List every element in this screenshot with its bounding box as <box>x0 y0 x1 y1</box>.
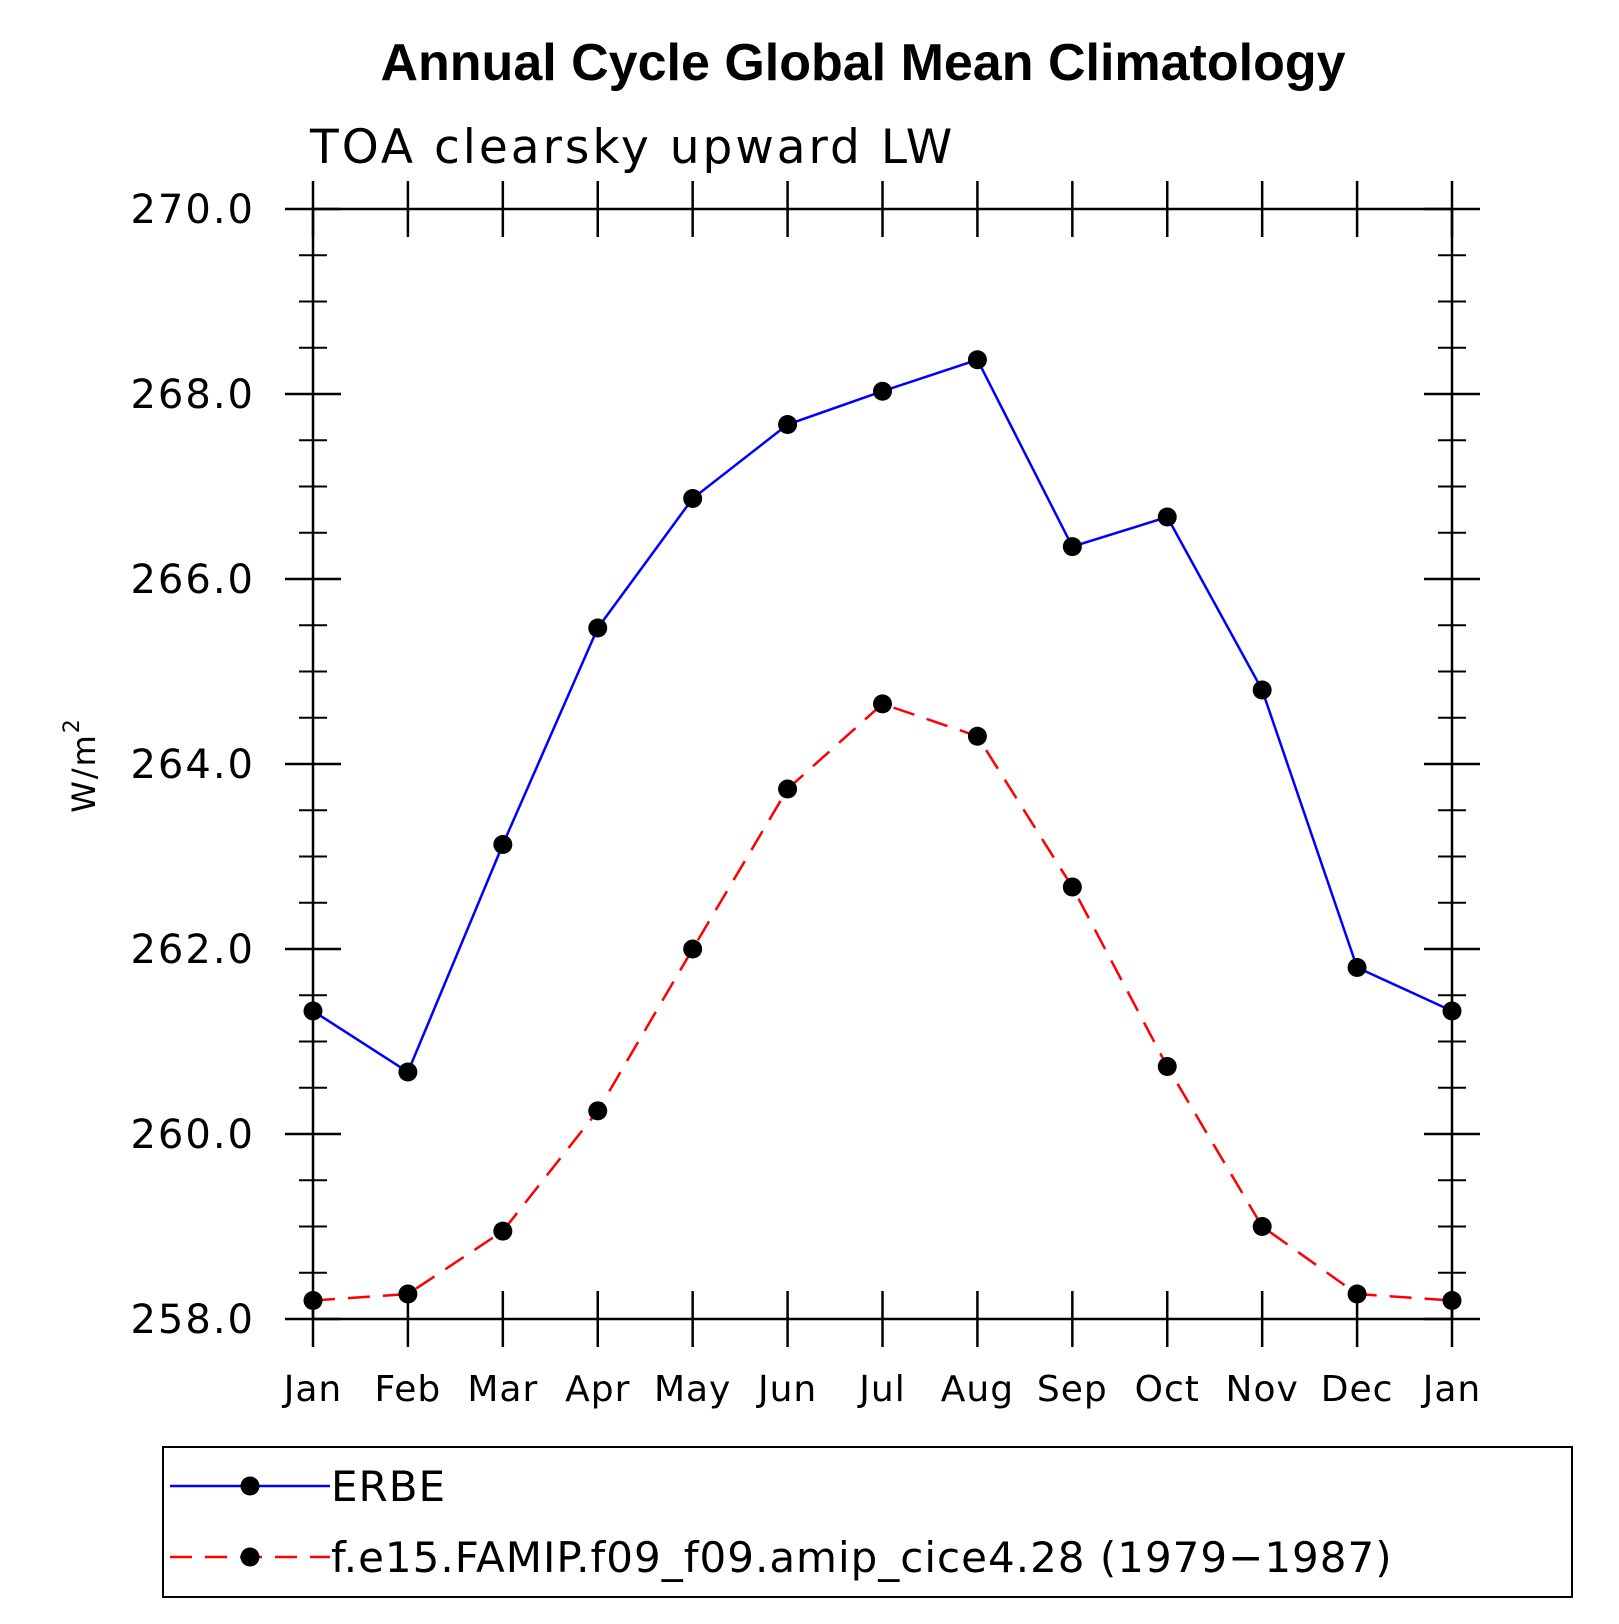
x-tick-label: Mar <box>467 1369 538 1410</box>
series-line-1 <box>312 358 1453 1074</box>
y-tick-label: 268.0 <box>130 372 255 418</box>
y-tick-label: 266.0 <box>130 557 255 603</box>
y-tick-label: 270.0 <box>130 187 255 233</box>
x-tick-label: Jan <box>1421 1369 1482 1410</box>
legend-label-1: ERBE <box>331 1462 446 1511</box>
y-tick-label: 260.0 <box>130 1112 255 1158</box>
axes: 258.0 260.0 262.0 264.0 266.0 268.0 270.0 Jan Fe… <box>130 181 1482 1410</box>
series-1-point <box>588 618 608 638</box>
legend: ERBE f.e15.FAMIP.f09_f09.amip_cice4.28 (1… <box>162 1446 1573 1598</box>
y-tick-label: 258.0 <box>130 1297 255 1343</box>
series-1-point <box>683 489 703 509</box>
series-2-point <box>303 1291 323 1310</box>
series-1-point <box>967 350 987 370</box>
y-axis-label-text: W/m <box>65 733 103 813</box>
series-2-point <box>1347 1284 1367 1304</box>
series-1-point <box>398 1062 418 1082</box>
chart-title: Annual Cycle Global Mean Climatology <box>380 34 1345 92</box>
series-1-point <box>873 381 892 401</box>
y-axis-label-superscript: 2 <box>60 717 85 733</box>
series-2-point <box>1062 877 1082 897</box>
y-tick-label: 262.0 <box>130 927 255 973</box>
x-tick-label: Feb <box>375 1369 442 1410</box>
x-tick-label: Dec <box>1321 1369 1394 1410</box>
series-2-point <box>1252 1217 1272 1236</box>
series-2-point <box>1157 1056 1177 1076</box>
legend-marker-2 <box>240 1547 260 1567</box>
series-1-point <box>1347 958 1367 977</box>
series-2-point <box>588 1101 608 1121</box>
svg-text:W/m2: W/m2 <box>60 717 103 813</box>
series-1-point <box>1157 507 1177 527</box>
plot-frame <box>311 207 1454 1321</box>
y-tick-label: 264.0 <box>130 742 255 788</box>
series-2-point <box>398 1284 418 1304</box>
x-tick-label: Apr <box>565 1369 630 1410</box>
y-axis-label: W/m2 <box>60 717 103 813</box>
series-2-point <box>493 1221 513 1241</box>
x-tick-label: Sep <box>1037 1369 1108 1410</box>
legend-items: ERBE f.e15.FAMIP.f09_f09.amip_cice4.28 (1… <box>170 1462 1393 1582</box>
x-tick-label: Jan <box>282 1369 343 1410</box>
series-2-point <box>967 726 987 746</box>
series-1-point <box>778 415 798 435</box>
x-tick-label: Oct <box>1135 1369 1200 1410</box>
series-2-point <box>873 694 892 714</box>
chart-subtitle: TOA clearsky upward LW <box>309 120 955 175</box>
series-2-point <box>1442 1291 1462 1310</box>
series-1-point <box>1442 1001 1462 1021</box>
series-2-point <box>778 779 798 799</box>
x-tick-label: May <box>654 1369 731 1410</box>
series-1-point <box>303 1001 323 1021</box>
x-tick-label: Nov <box>1226 1369 1299 1410</box>
series-1-point <box>493 834 513 854</box>
legend-label-2: f.e15.FAMIP.f09_f09.amip_cice4.28 (1979−… <box>331 1533 1393 1582</box>
series-1-point <box>1252 680 1272 700</box>
legend-box <box>162 1446 1573 1598</box>
series-1-point <box>1062 537 1082 557</box>
series-line-2 <box>312 702 1453 1302</box>
legend-marker-1 <box>240 1476 260 1496</box>
series-layer <box>303 350 1462 1310</box>
x-tick-label: Jul <box>857 1369 905 1410</box>
x-tick-label: Aug <box>941 1369 1014 1410</box>
x-tick-label: Jun <box>756 1369 817 1410</box>
series-2-point <box>683 939 703 959</box>
